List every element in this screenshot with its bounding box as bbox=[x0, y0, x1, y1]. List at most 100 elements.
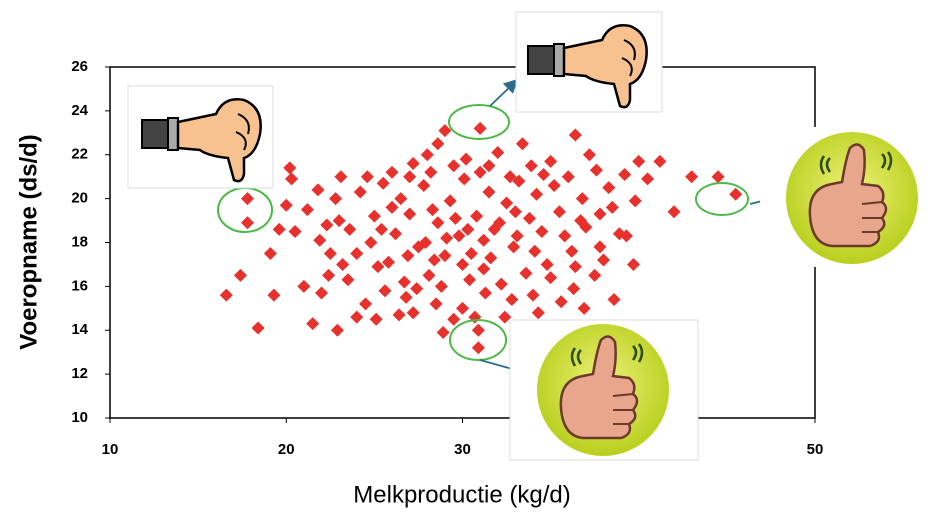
point bbox=[495, 278, 508, 291]
point bbox=[608, 293, 621, 306]
y-axis-title: Voeropname (ds/d) bbox=[15, 134, 42, 350]
point bbox=[359, 297, 372, 310]
point bbox=[593, 240, 606, 253]
point bbox=[437, 326, 450, 339]
x-tick-label: 30 bbox=[454, 441, 471, 458]
point bbox=[285, 172, 298, 185]
point bbox=[537, 168, 550, 181]
point bbox=[576, 192, 589, 205]
point bbox=[472, 324, 485, 337]
point bbox=[252, 322, 265, 335]
point bbox=[289, 225, 302, 238]
point bbox=[544, 271, 557, 284]
point bbox=[500, 197, 513, 210]
point bbox=[306, 317, 319, 330]
point bbox=[632, 155, 645, 168]
point bbox=[407, 157, 420, 170]
point bbox=[341, 273, 354, 286]
point bbox=[378, 284, 391, 297]
y-tick-label: 18 bbox=[71, 233, 88, 250]
point bbox=[375, 223, 388, 236]
point bbox=[407, 306, 420, 319]
point bbox=[426, 203, 439, 216]
point bbox=[729, 188, 742, 201]
point bbox=[470, 210, 483, 223]
point bbox=[398, 275, 411, 288]
point bbox=[527, 289, 540, 302]
point bbox=[401, 249, 414, 262]
point bbox=[435, 280, 448, 293]
point bbox=[430, 297, 443, 310]
point bbox=[424, 166, 437, 179]
point bbox=[449, 212, 462, 225]
y-tick-label: 20 bbox=[71, 190, 88, 207]
point bbox=[264, 247, 277, 260]
point bbox=[403, 170, 416, 183]
point bbox=[525, 159, 538, 172]
point bbox=[364, 236, 377, 249]
point bbox=[507, 240, 520, 253]
point bbox=[562, 170, 575, 183]
point bbox=[361, 170, 374, 183]
point bbox=[465, 247, 478, 260]
point bbox=[541, 258, 554, 271]
point bbox=[458, 172, 471, 185]
point bbox=[519, 267, 532, 280]
point bbox=[334, 170, 347, 183]
x-tick-label: 50 bbox=[807, 441, 824, 458]
point bbox=[606, 201, 619, 214]
x-tick-label: 20 bbox=[278, 441, 295, 458]
point bbox=[368, 210, 381, 223]
point bbox=[447, 159, 460, 172]
point bbox=[516, 137, 529, 150]
point bbox=[553, 205, 566, 218]
point bbox=[431, 137, 444, 150]
point bbox=[386, 166, 399, 179]
point bbox=[491, 146, 504, 159]
point bbox=[440, 232, 453, 245]
point bbox=[241, 192, 254, 205]
point bbox=[324, 247, 337, 260]
point bbox=[273, 223, 286, 236]
point bbox=[370, 313, 383, 326]
x-axis-title: Melkproductie (kg/d) bbox=[353, 481, 570, 508]
point bbox=[505, 293, 518, 306]
point bbox=[283, 161, 296, 174]
point bbox=[447, 313, 460, 326]
point bbox=[267, 289, 280, 302]
point bbox=[394, 192, 407, 205]
x-tick-label: 10 bbox=[102, 441, 119, 458]
point bbox=[530, 188, 543, 201]
point bbox=[477, 262, 490, 275]
point bbox=[354, 186, 367, 199]
point bbox=[482, 186, 495, 199]
point bbox=[350, 311, 363, 324]
thumb-up-image bbox=[760, 127, 933, 267]
point bbox=[400, 291, 413, 304]
point bbox=[477, 234, 490, 247]
point bbox=[569, 260, 582, 273]
y-tick-label: 22 bbox=[71, 146, 88, 163]
y-tick-label: 24 bbox=[71, 102, 88, 119]
point bbox=[565, 245, 578, 258]
point bbox=[377, 177, 390, 190]
point bbox=[311, 183, 324, 196]
point bbox=[641, 172, 654, 185]
point bbox=[509, 205, 522, 218]
point bbox=[567, 282, 580, 295]
point bbox=[460, 153, 473, 166]
point bbox=[241, 216, 254, 229]
point bbox=[597, 254, 610, 267]
point bbox=[463, 273, 476, 286]
point bbox=[403, 207, 416, 220]
y-tick-label: 10 bbox=[71, 409, 88, 426]
point bbox=[627, 258, 640, 271]
point bbox=[320, 218, 333, 231]
point bbox=[523, 212, 536, 225]
point bbox=[331, 324, 344, 337]
point bbox=[322, 269, 335, 282]
chart: 1012141618202224261020304050 Voeropname … bbox=[0, 0, 933, 512]
point bbox=[456, 258, 469, 271]
y-tick-label: 26 bbox=[71, 58, 88, 75]
point bbox=[668, 205, 681, 218]
